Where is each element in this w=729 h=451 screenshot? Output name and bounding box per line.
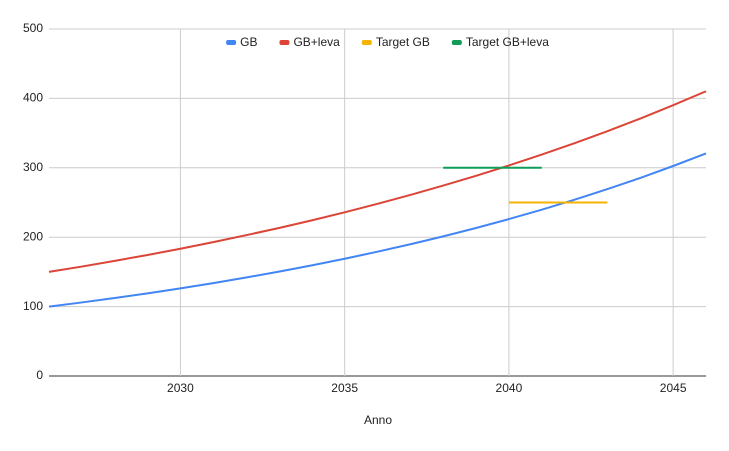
x-tick-label: 2030 [167,381,194,395]
legend-swatch [279,40,290,45]
x-tick-label: 2045 [660,381,687,395]
legend-label: Target GB [376,35,430,49]
x-axis-label: Anno [364,413,392,427]
series-line [48,90,707,273]
y-tick-label: 300 [23,160,43,174]
legend-label: GB [240,35,257,49]
legend-label: GB+leva [293,35,340,49]
series-line [48,152,707,308]
legend-swatch [361,40,372,45]
y-tick-label: 500 [23,21,43,35]
legend-swatch [226,40,237,45]
y-tick-label: 100 [23,299,43,313]
x-tick-label: 2035 [331,381,358,395]
legend-swatch [451,40,462,45]
legend-label: Target GB+leva [466,35,549,49]
y-tick-label: 0 [36,368,43,382]
x-tick-label: 2040 [496,381,523,395]
y-tick-label: 200 [23,229,43,243]
y-tick-label: 400 [23,91,43,105]
